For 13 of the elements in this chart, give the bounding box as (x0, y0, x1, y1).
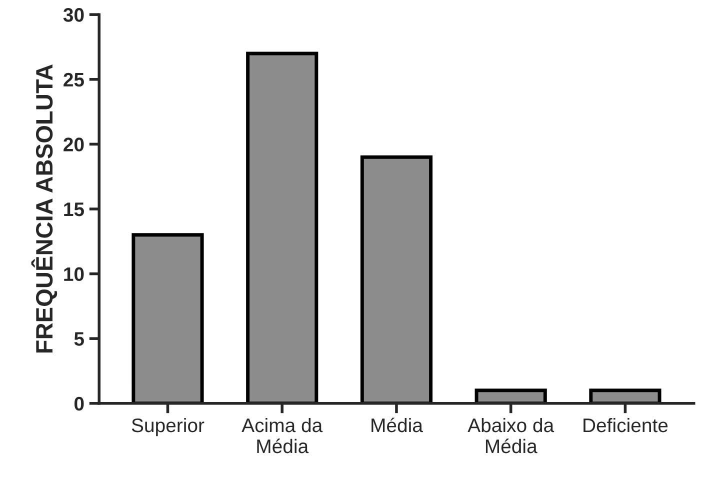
y-tick-label: 20 (64, 138, 84, 152)
y-tick-label: 15 (64, 202, 84, 216)
y-tick-label: 10 (64, 267, 84, 282)
y-tick-label: 5 (74, 332, 84, 346)
y-tick-label: 25 (64, 72, 84, 87)
x-tick-label: Abaixo da Média (468, 418, 554, 454)
x-tick-label: Acima da Média (242, 418, 323, 454)
x-tick-label: Superior (132, 418, 204, 436)
y-tick-label: 0 (74, 396, 84, 411)
x-tick-label: Média (372, 418, 423, 432)
x-tick-label: Deficiente (584, 418, 668, 432)
y-axis-title: FREQUÊNCIA ABSOLUTA (31, 64, 58, 353)
y-tick-label: 30 (63, 8, 84, 22)
